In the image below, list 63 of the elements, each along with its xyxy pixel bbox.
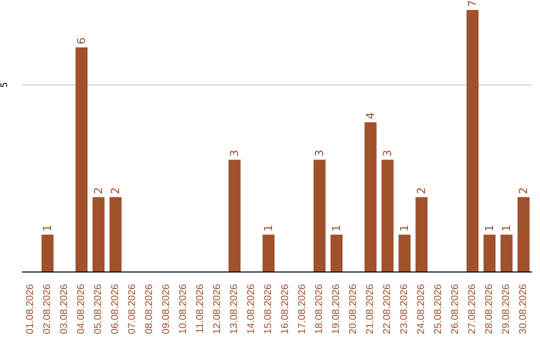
x-tick-label: 11.08.2026 <box>195 284 206 334</box>
x-tick-label: 03.08.2026 <box>59 284 70 334</box>
x-tick-label: 05.08.2026 <box>93 284 104 334</box>
x-tick-label: 13.08.2026 <box>229 284 240 334</box>
data-label: 2 <box>109 187 122 194</box>
bar <box>416 197 428 272</box>
bar <box>364 122 377 272</box>
x-tick-label: 18.08.2026 <box>314 284 325 334</box>
x-tick-label: 26.08.2026 <box>450 284 461 334</box>
x-tick-label: 04.08.2026 <box>76 284 87 334</box>
data-label: 2 <box>517 187 530 194</box>
bar <box>42 234 54 272</box>
x-tick-label: 14.08.2026 <box>246 284 257 334</box>
x-tick-label: 01.08.2026 <box>25 284 36 334</box>
x-tick-label: 19.08.2026 <box>331 284 342 334</box>
x-tick-label: 15.08.2026 <box>263 284 274 334</box>
bar <box>330 234 343 272</box>
data-label: 2 <box>92 187 106 194</box>
data-label: 1 <box>262 224 276 232</box>
x-tick-label: 22.08.2026 <box>382 284 393 334</box>
x-tick-label: 02.08.2026 <box>42 284 53 334</box>
x-tick-label: 24.08.2026 <box>416 284 427 334</box>
x-tick-label: 12.08.2026 <box>212 284 223 334</box>
x-tick-label: 08.08.2026 <box>144 284 155 334</box>
x-tick-label: 06.08.2026 <box>110 284 121 334</box>
data-label: 7 <box>466 0 480 7</box>
data-label: 4 <box>364 112 378 120</box>
data-label: 3 <box>228 150 242 157</box>
data-label: 1 <box>483 224 496 232</box>
data-label: 1 <box>41 224 54 232</box>
bar <box>500 234 513 272</box>
data-label: 1 <box>398 224 412 232</box>
x-tick-label: 30.08.2026 <box>518 284 529 334</box>
x-tick-label: 17.08.2026 <box>297 284 308 334</box>
x-tick-label: 07.08.2026 <box>127 284 138 334</box>
x-tick-label: 16.08.2026 <box>280 284 291 334</box>
x-tick-label: 27.08.2026 <box>467 284 478 334</box>
bar <box>76 47 88 272</box>
bar <box>382 160 394 272</box>
bar <box>398 234 411 272</box>
bar <box>92 197 105 272</box>
data-label: 1 <box>330 224 344 232</box>
x-tick-label: 29.08.2026 <box>501 284 512 334</box>
x-tick-label: 23.08.2026 <box>399 284 410 334</box>
x-tick-label: 20.08.2026 <box>348 284 359 334</box>
x-tick-label: 10.08.2026 <box>178 284 189 334</box>
bar <box>518 197 530 272</box>
x-tick-label: 09.08.2026 <box>161 284 172 334</box>
data-label: 1 <box>500 224 514 232</box>
y-tick-label: 5 <box>0 82 10 88</box>
bar <box>466 10 479 272</box>
data-label: 3 <box>313 150 326 157</box>
x-tick-label: 25.08.2026 <box>433 284 444 334</box>
data-label: 3 <box>381 150 394 157</box>
x-tick-label: 21.08.2026 <box>365 284 376 334</box>
bar <box>314 160 326 272</box>
bar <box>262 234 275 272</box>
data-label: 6 <box>75 37 88 44</box>
x-tick-label: 28.08.2026 <box>484 284 495 334</box>
bar <box>110 197 122 272</box>
data-label: 2 <box>415 187 428 194</box>
bar <box>228 160 241 272</box>
bar <box>484 234 496 272</box>
